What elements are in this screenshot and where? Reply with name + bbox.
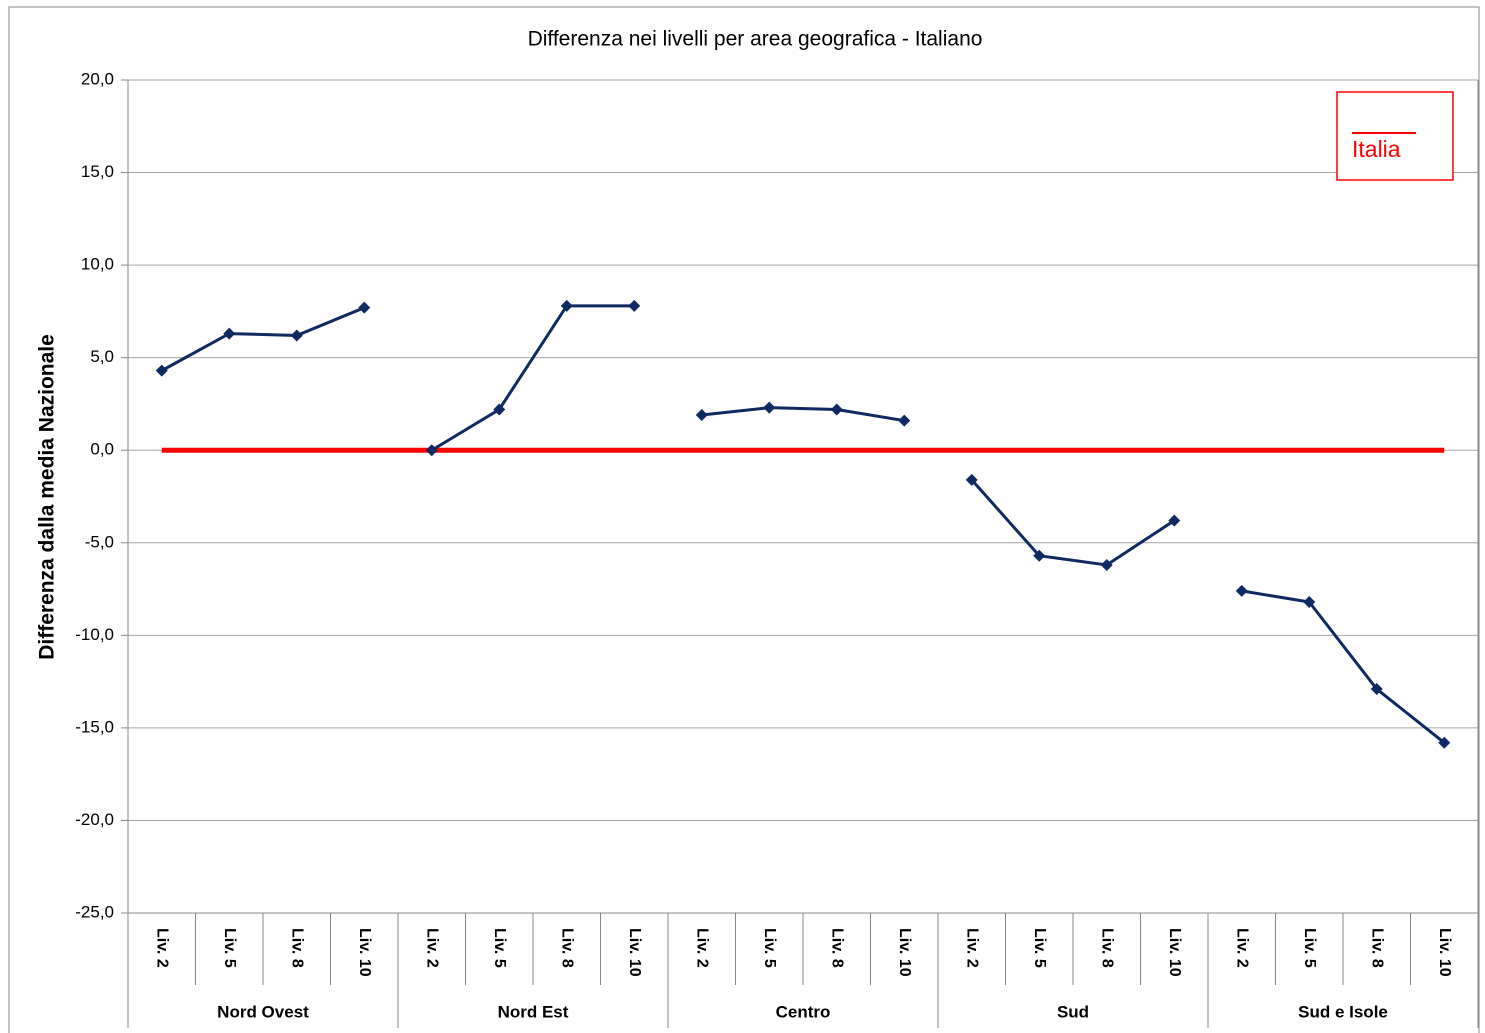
x-tick-label: Liv. 5 — [1301, 928, 1318, 968]
marker — [425, 444, 438, 457]
marker — [290, 329, 303, 342]
x-tick-label: Liv. 5 — [491, 928, 508, 968]
x-tick-label: Liv. 2 — [154, 928, 171, 968]
marker — [1168, 514, 1181, 527]
x-tick-label: Liv. 8 — [559, 928, 576, 968]
legend-label: Italia — [1352, 136, 1401, 162]
y-tick-label: -25,0 — [75, 902, 114, 921]
x-tick-label: Liv. 2 — [694, 928, 711, 968]
marker — [763, 401, 776, 414]
y-axis-label: Differenza dalla media Nazionale — [36, 334, 59, 660]
marker — [1438, 736, 1451, 749]
x-tick-label: Liv. 10 — [626, 928, 643, 977]
y-tick-label: 15,0 — [81, 162, 114, 181]
group-line — [161, 306, 365, 372]
x-tick-label: Liv. 10 — [1166, 928, 1183, 977]
x-tick-label: Liv. 8 — [829, 928, 846, 968]
group-line — [970, 478, 1176, 567]
group-line — [701, 406, 905, 423]
x-tick-label: Liv. 5 — [221, 928, 238, 968]
marker — [1033, 549, 1046, 562]
x-tick-label: Liv. 2 — [964, 928, 981, 968]
x-tick-label: Liv. 10 — [1436, 928, 1453, 977]
y-tick-label: 20,0 — [81, 69, 114, 88]
group-label: Nord Est — [498, 1002, 569, 1021]
group-label: Nord Ovest — [217, 1002, 309, 1021]
marker — [695, 409, 708, 422]
group-label: Sud — [1057, 1002, 1089, 1021]
legend-box — [1336, 91, 1454, 181]
x-tick-label: Liv. 2 — [424, 928, 441, 968]
marker — [628, 299, 641, 312]
x-tick-label: Liv. 10 — [356, 928, 373, 977]
y-tick-label: -15,0 — [75, 717, 114, 736]
y-tick-label: -20,0 — [75, 810, 114, 829]
marker — [493, 403, 506, 416]
marker — [898, 414, 911, 427]
marker — [560, 299, 573, 312]
marker — [830, 403, 843, 416]
y-tick-label: 0,0 — [90, 440, 114, 459]
marker — [965, 473, 978, 486]
x-tick-label: Liv. 8 — [1369, 928, 1386, 968]
y-tick-label: 5,0 — [90, 347, 114, 366]
x-tick-label: Liv. 8 — [289, 928, 306, 968]
y-tick-label: 10,0 — [81, 255, 114, 274]
x-tick-label: Liv. 10 — [896, 928, 913, 977]
group-line — [430, 304, 635, 452]
x-tick-label: Liv. 8 — [1099, 928, 1116, 968]
chart-border — [8, 6, 1480, 1033]
y-tick-label: -5,0 — [85, 532, 114, 551]
marker — [1370, 683, 1383, 696]
marker — [155, 364, 168, 377]
chart-title: Differenza nei livelli per area geografi… — [528, 28, 983, 51]
x-tick-label: Liv. 5 — [1031, 928, 1048, 968]
marker — [1303, 596, 1316, 609]
x-tick-label: Liv. 5 — [761, 928, 778, 968]
group-label: Centro — [776, 1002, 831, 1021]
group-line — [1241, 589, 1446, 744]
marker — [223, 327, 236, 340]
marker — [1100, 558, 1113, 571]
marker — [1235, 584, 1248, 597]
y-tick-label: -10,0 — [75, 625, 114, 644]
marker — [358, 301, 371, 314]
x-tick-label: Liv. 2 — [1234, 928, 1251, 968]
group-label: Sud e Isole — [1298, 1002, 1388, 1021]
